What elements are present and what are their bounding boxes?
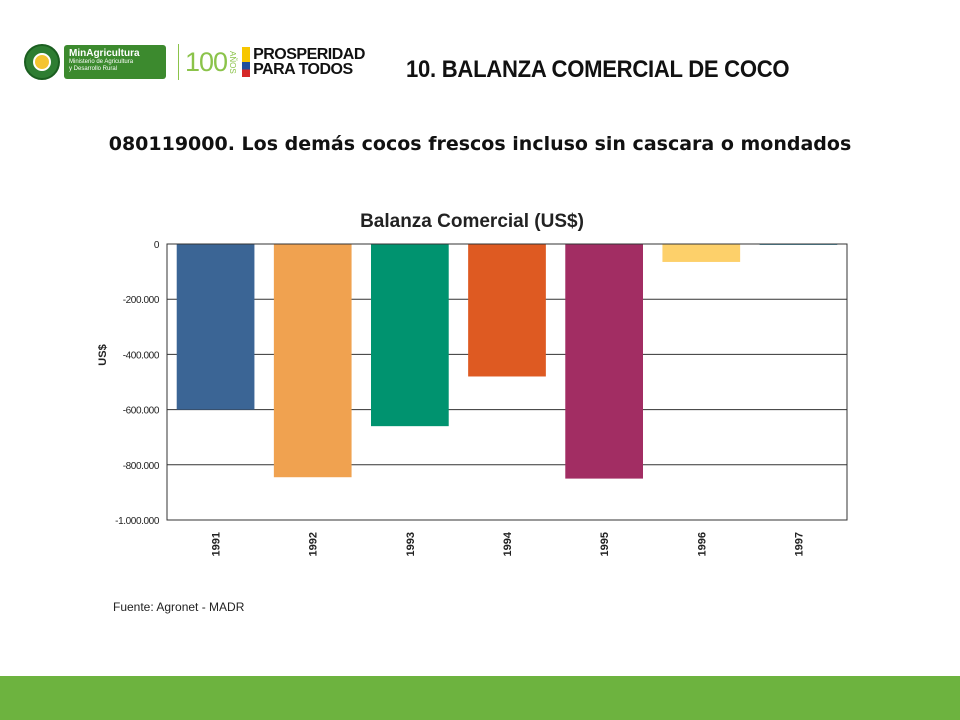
plot-frame — [166, 243, 848, 521]
coat-of-arms-seal-icon — [24, 44, 60, 80]
bars-layer — [176, 244, 838, 479]
trade-balance-chart: Balanza Comercial (US$) 0 -200.000 -400.00… — [97, 211, 848, 556]
bar-1992 — [273, 244, 352, 478]
bar-1991 — [176, 244, 255, 410]
y-tick-label: -600.000 — [123, 406, 160, 417]
y-tick-label: -200.000 — [123, 295, 160, 306]
x-tick-label-1994: 1994 — [502, 531, 514, 556]
slogan-logo: PROSPERIDAD PARA TODOS — [242, 47, 365, 78]
x-tick-label-1996: 1996 — [696, 532, 708, 556]
footer-bar — [0, 676, 960, 720]
y-tick-label: -1.000.000 — [115, 516, 160, 527]
bar-1994 — [468, 244, 546, 377]
slide-subtitle: 080119000. Los demás cocos frescos inclu… — [108, 133, 852, 155]
x-tick-label-1997: 1997 — [793, 532, 805, 556]
flag-stripe-icon — [242, 47, 251, 77]
bar-1995 — [565, 244, 643, 479]
y-tick-label: -800.000 — [123, 461, 160, 472]
slide-title: 10. BALANZA COMERCIAL DE COCO — [406, 56, 790, 83]
x-tick-label-1992: 1992 — [308, 532, 320, 556]
ministry-logo: MinAgricultura Ministerio de Agricultura… — [64, 45, 166, 79]
x-tick-label-1993: 1993 — [405, 532, 417, 556]
y-tick-label: -400.000 — [123, 350, 160, 361]
logo-separator — [178, 44, 179, 80]
bar-1993 — [371, 244, 449, 427]
centenary-number: 100 — [185, 47, 228, 77]
header-logos: MinAgricultura Ministerio de Agricultura… — [24, 42, 365, 82]
y-axis-label: US$ — [97, 344, 109, 365]
x-axis-ticks: 1991 1992 1993 1994 1995 1996 1997 — [211, 531, 806, 556]
y-tick-label: 0 — [154, 240, 160, 251]
x-tick-label-1995: 1995 — [599, 532, 611, 556]
centenary-word: AÑOS — [228, 50, 238, 74]
x-tick-label-1991: 1991 — [211, 532, 223, 556]
source-note: Fuente: Agronet - MADR — [113, 600, 245, 614]
bar-1996 — [662, 244, 741, 262]
chart-title: Balanza Comercial (US$) — [360, 211, 584, 232]
y-axis-ticks: 0 -200.000 -400.000 -600.000 -800.000 -1.000.… — [115, 240, 160, 527]
